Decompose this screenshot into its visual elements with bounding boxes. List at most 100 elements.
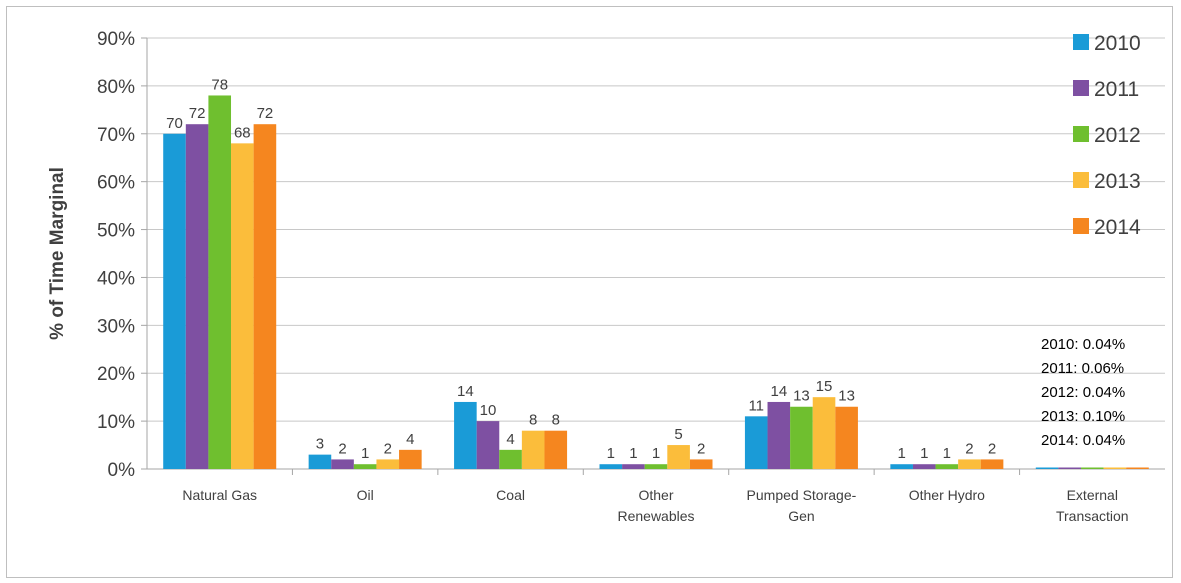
external-transaction-note: 2012: 0.04% xyxy=(1041,384,1125,401)
bar-2013 xyxy=(376,459,400,469)
external-transaction-note: 2010: 0.04% xyxy=(1041,336,1125,353)
bar-2014 xyxy=(1126,467,1149,469)
data-label: 78 xyxy=(211,76,228,93)
bar-2011 xyxy=(1058,467,1081,469)
bar-2012 xyxy=(644,464,668,469)
bar-2010 xyxy=(454,401,477,469)
legend-swatch-2011 xyxy=(1073,80,1089,96)
y-tick-label: 20% xyxy=(97,364,135,385)
bar-2012 xyxy=(1080,467,1104,469)
chart-frame xyxy=(6,6,1173,578)
data-label: 3 xyxy=(316,436,324,453)
y-tick-label: 60% xyxy=(97,173,135,194)
data-label: 1 xyxy=(943,445,951,462)
data-label: 70 xyxy=(166,115,183,132)
data-label: 1 xyxy=(652,445,660,462)
bar-2014 xyxy=(835,406,858,469)
bar-2014 xyxy=(544,430,568,469)
bar-2011 xyxy=(622,464,645,469)
bar-2013 xyxy=(231,143,254,469)
x-tick-label: Other Hydro xyxy=(909,487,985,503)
legend-label-2014: 2014 xyxy=(1094,216,1141,239)
bar-2014 xyxy=(980,459,1004,469)
legend-label-2012: 2012 xyxy=(1094,124,1141,147)
bar-2012 xyxy=(935,464,959,469)
y-tick-label: 90% xyxy=(97,29,135,50)
x-tick-label: Gen xyxy=(788,508,814,524)
bar-2013 xyxy=(958,459,981,469)
bar-2010 xyxy=(1035,467,1059,469)
bar-2010 xyxy=(163,133,186,469)
y-tick-label: 30% xyxy=(97,316,135,337)
legend-swatch-2014 xyxy=(1073,218,1089,234)
data-label: 2 xyxy=(965,440,973,457)
data-label: 68 xyxy=(234,124,251,141)
external-transaction-note: 2011: 0.06% xyxy=(1041,360,1124,377)
data-label: 14 xyxy=(457,383,474,400)
y-axis-title: % of Time Marginal xyxy=(47,167,68,340)
x-tick-label: Renewables xyxy=(617,508,694,524)
x-tick-label: Transaction xyxy=(1056,508,1129,524)
legend-swatch-2013 xyxy=(1073,172,1089,188)
data-label: 1 xyxy=(920,445,928,462)
data-label: 13 xyxy=(838,388,855,405)
bar-2011 xyxy=(331,459,354,469)
bar-2012 xyxy=(790,406,813,469)
y-tick-label: 70% xyxy=(97,125,135,146)
data-label: 10 xyxy=(480,402,497,419)
data-label: 1 xyxy=(629,445,637,462)
x-tick-label: Natural Gas xyxy=(182,487,257,503)
bar-2010 xyxy=(308,454,332,469)
data-label: 4 xyxy=(506,431,514,448)
bar-2010 xyxy=(744,416,768,469)
x-tick-label: Other xyxy=(638,487,673,503)
bar-2012 xyxy=(353,464,377,469)
data-label: 4 xyxy=(406,431,414,448)
data-label: 72 xyxy=(189,105,206,122)
data-label: 1 xyxy=(361,445,369,462)
x-tick-label: Oil xyxy=(357,487,374,503)
y-tick-label: 10% xyxy=(97,412,135,433)
data-label: 1 xyxy=(607,445,615,462)
data-label: 14 xyxy=(770,383,787,400)
data-label: 8 xyxy=(552,412,560,429)
data-label: 5 xyxy=(674,426,682,443)
external-transaction-note: 2013: 0.10% xyxy=(1041,408,1125,425)
data-label: 15 xyxy=(816,378,833,395)
external-transaction-note: 2014: 0.04% xyxy=(1041,432,1125,449)
bar-2013 xyxy=(521,430,545,469)
x-tick-label: Pumped Storage- xyxy=(747,487,857,503)
x-tick-label: Coal xyxy=(496,487,525,503)
legend-swatch-2010 xyxy=(1073,34,1089,50)
bar-2014 xyxy=(399,449,422,469)
bar-2010 xyxy=(599,464,623,469)
bar-2011 xyxy=(767,401,791,469)
bar-2012 xyxy=(499,449,522,469)
bar-2011 xyxy=(185,124,209,469)
data-label: 13 xyxy=(793,388,810,405)
y-tick-label: 80% xyxy=(97,77,135,98)
data-label: 2 xyxy=(338,440,346,457)
legend-label-2011: 2011 xyxy=(1094,78,1139,101)
data-label: 1 xyxy=(897,445,905,462)
legend-label-2010: 2010 xyxy=(1094,32,1141,55)
y-tick-label: 40% xyxy=(97,268,135,289)
data-label: 2 xyxy=(384,440,392,457)
data-label: 2 xyxy=(697,440,705,457)
bar-2011 xyxy=(476,421,500,469)
x-tick-label: External xyxy=(1067,487,1118,503)
bar-2013 xyxy=(1103,467,1127,469)
bar-2013 xyxy=(812,397,836,469)
legend-label-2013: 2013 xyxy=(1094,170,1141,193)
bar-2013 xyxy=(667,445,690,469)
bar-2012 xyxy=(208,95,232,469)
data-label: 8 xyxy=(529,412,537,429)
data-label: 2 xyxy=(988,440,996,457)
bar-2011 xyxy=(912,464,936,469)
bar-2010 xyxy=(890,464,913,469)
data-label: 72 xyxy=(257,105,274,122)
legend-swatch-2012 xyxy=(1073,126,1089,142)
bar-2014 xyxy=(253,124,277,469)
bar-2014 xyxy=(689,459,713,469)
